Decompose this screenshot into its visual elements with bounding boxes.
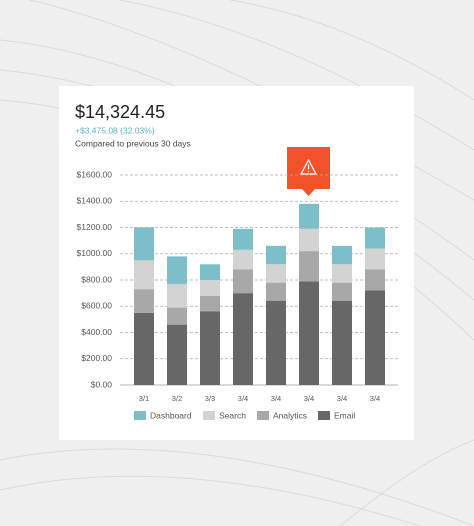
x-tick-label: 3/4 — [238, 394, 248, 403]
y-tick-label: $1600.00 — [77, 169, 113, 179]
bar-segment — [266, 264, 286, 283]
change: +$3,475.08 (32.03%) — [75, 125, 155, 135]
alert-marker — [287, 147, 330, 196]
y-tick-label: $1400.00 — [77, 196, 113, 206]
bar-segment — [365, 269, 385, 291]
bar-segment — [167, 256, 187, 284]
bar-segment — [266, 282, 286, 301]
y-tick-label: $600.00 — [81, 301, 112, 311]
bar-segment — [200, 264, 220, 280]
bar-segment — [134, 312, 154, 385]
legend-swatch — [318, 411, 330, 420]
bar-segment — [266, 245, 286, 265]
bar-segment — [200, 311, 220, 385]
y-tick-label: $800.00 — [81, 274, 112, 284]
bar-segment — [134, 289, 154, 313]
y-tick-label: $200.00 — [81, 353, 112, 363]
x-tick-label: 3/2 — [172, 394, 182, 403]
bar-segment — [134, 260, 154, 290]
legend-swatch — [134, 411, 146, 420]
bar-segment — [332, 245, 352, 265]
bar-segment — [233, 293, 253, 385]
x-tick-label: 3/4 — [370, 394, 380, 403]
bar-segment — [332, 264, 352, 283]
bar-segment — [332, 282, 352, 301]
bar-segment — [167, 307, 187, 325]
legend-label: Analytics — [273, 410, 307, 420]
bar-segment — [332, 301, 352, 385]
legend-swatch — [257, 411, 269, 420]
bar-segment — [167, 283, 187, 308]
amount: $14,324.45 — [75, 102, 165, 122]
bar-segment — [365, 227, 385, 249]
x-tick-label: 3/4 — [304, 394, 314, 403]
bar-segment — [233, 269, 253, 294]
bar-segment — [200, 280, 220, 296]
x-tick-label: 3/4 — [337, 394, 347, 403]
bar-segment — [266, 301, 286, 385]
bar-segment — [233, 228, 253, 250]
comparison: Compared to previous 30 days — [75, 138, 191, 148]
x-tick-label: 3/4 — [271, 394, 281, 403]
legend-swatch — [203, 411, 215, 420]
bar-segment — [299, 203, 319, 229]
bar-segment — [233, 249, 253, 270]
legend-label: Search — [219, 410, 246, 420]
x-tick-label: 3/1 — [139, 394, 149, 403]
x-tick-label: 3/3 — [205, 394, 215, 403]
y-tick-label: $1200.00 — [77, 222, 113, 232]
bar-segment — [134, 227, 154, 261]
y-tick-label: $0.00 — [91, 379, 113, 389]
bar-segment — [299, 228, 319, 252]
y-tick-label: $400.00 — [81, 327, 112, 337]
bar-segment — [365, 290, 385, 385]
legend-label: Email — [334, 410, 355, 420]
bar-segment — [299, 281, 319, 385]
bar-segment — [365, 248, 385, 270]
bar-segment — [167, 324, 187, 385]
legend-label: Dashboard — [150, 410, 192, 420]
bar-segment — [200, 295, 220, 312]
bar-segment — [299, 251, 319, 282]
y-tick-label: $1000.00 — [77, 248, 113, 258]
